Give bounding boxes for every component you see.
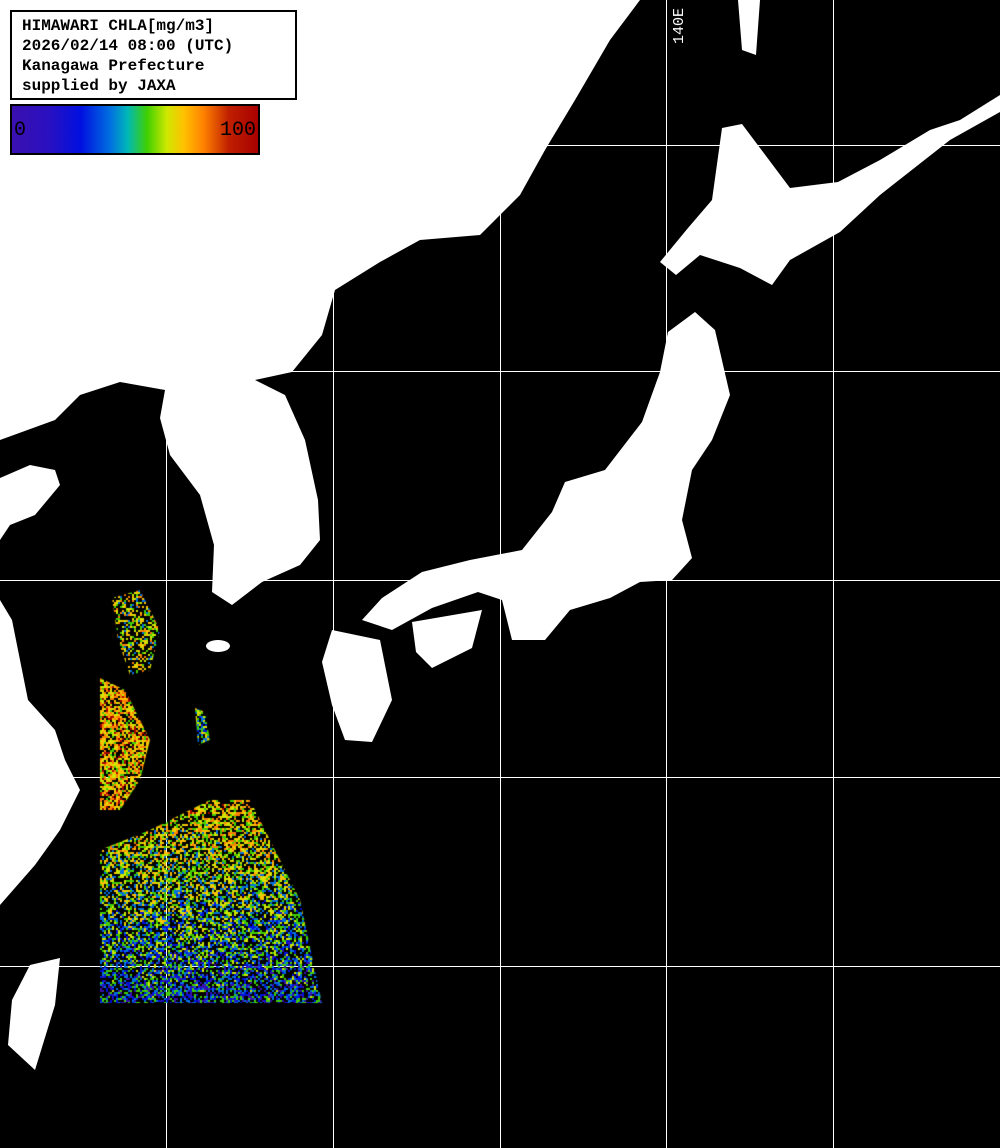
colorbar: 0 100 <box>10 104 260 155</box>
info-credit: supplied by JAXA <box>22 77 176 95</box>
info-region: Kanagawa Prefecture <box>22 57 205 75</box>
colorbar-max-label: 100 <box>219 119 256 142</box>
colorbar-min-label: 0 <box>14 119 27 142</box>
map-info-box: HIMAWARI CHLA[mg/m3] 2026/02/14 08:00 (U… <box>10 10 297 100</box>
info-title: HIMAWARI CHLA[mg/m3] <box>22 17 215 35</box>
lat-label-30n: 30N <box>14 759 42 776</box>
lat-label-40n: 40N <box>14 353 42 370</box>
lon-label-140e: 140E <box>671 7 688 44</box>
info-datetime: 2026/02/14 08:00 (UTC) <box>22 37 234 55</box>
